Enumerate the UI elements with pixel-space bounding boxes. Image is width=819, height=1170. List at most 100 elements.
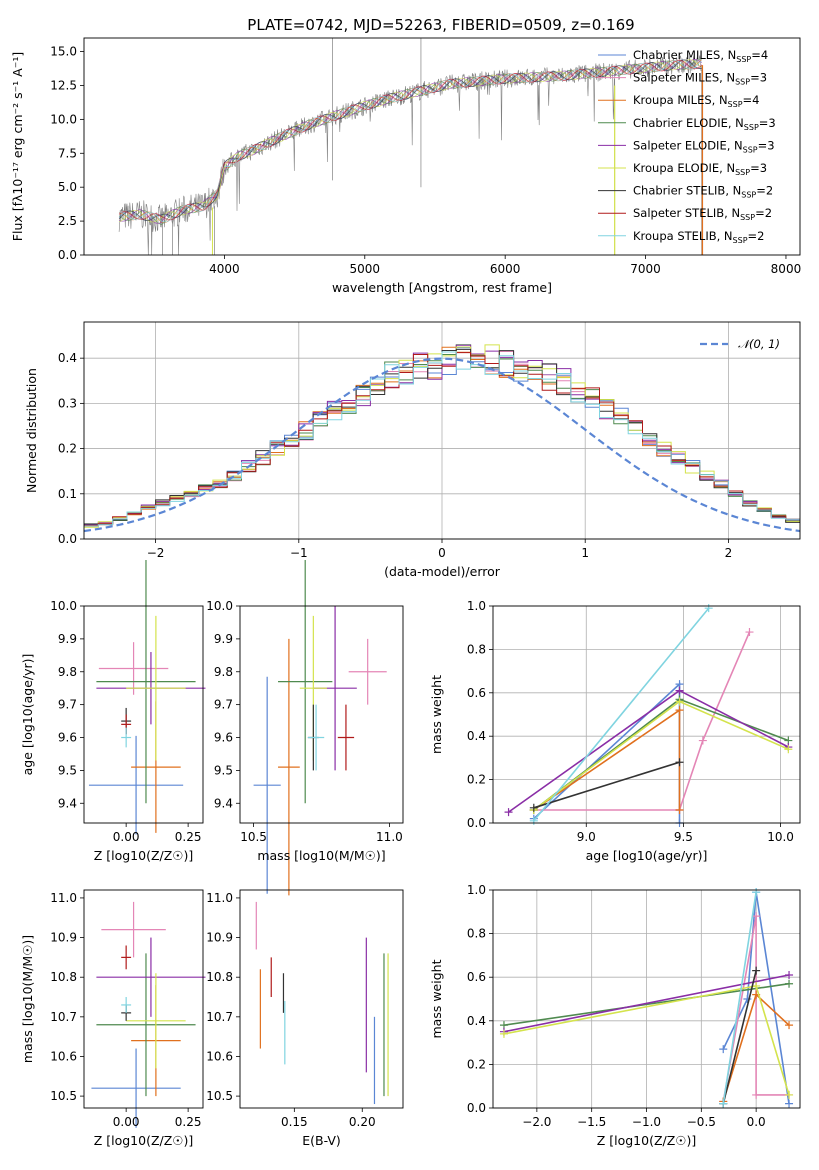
- plot-frame: [83, 889, 204, 1109]
- x-tick-label: −2.0: [522, 1115, 551, 1129]
- y-tick-label: 5.0: [58, 180, 77, 194]
- plot-frame: [83, 321, 801, 540]
- legend-label-sub: SSP: [736, 55, 751, 64]
- x-tick-label: −2: [147, 546, 165, 560]
- y-tick-label: 0.0: [467, 1101, 486, 1115]
- data-marks: [91, 901, 206, 1128]
- y-tick-label: 10.0: [206, 599, 233, 613]
- series-point-kroupa-elodie: [675, 697, 684, 706]
- panel-5: 9.0 9.5 10.0 0.0 0.2 0.4 0.6 0.8 1.0 age [log10(a…: [429, 599, 801, 863]
- series-point-chabrier-stelib: [529, 803, 538, 812]
- legend-label: Salpeter MILES, NSSP=3: [633, 71, 767, 87]
- y-tick-label: 10.8: [50, 970, 77, 984]
- data-marks: [255, 901, 389, 1105]
- model-line-kroupa-stelib: [119, 60, 702, 223]
- legend-label-sub: SSP: [741, 191, 756, 200]
- x-tick-label: −0.5: [687, 1115, 716, 1129]
- panel-7: 0.15 0.20 10.5 10.6 10.7 10.8 10.9 11.0 E(B-V): [206, 889, 404, 1148]
- legend-label: Kroupa STELIB, NSSP=2: [633, 229, 764, 245]
- legend-label-text: Kroupa ELODIE, N: [633, 161, 735, 175]
- series-point-kroupa-elodie: [785, 1090, 794, 1099]
- series-point-kroupa-miles: [675, 805, 684, 814]
- y-tick-label: 10.6: [206, 1049, 233, 1063]
- y-tick-label: 0.8: [467, 642, 486, 656]
- y-tick-label: 9.9: [58, 632, 77, 646]
- legend-label: Salpeter ELODIE, NSSP=3: [633, 138, 775, 154]
- y-tick-label: 0.4: [58, 351, 77, 365]
- legend-label-sub: SSP: [728, 100, 743, 109]
- y-tick-label: 9.5: [58, 763, 77, 777]
- x-tick-label: 5000: [350, 262, 381, 276]
- series-line-kroupa-stelib: [533, 607, 710, 822]
- plot-frame: [492, 889, 801, 1109]
- legend-label-sub: SSP: [740, 213, 755, 222]
- y-tick-label: 9.7: [58, 698, 77, 712]
- x-axis-label: E(B-V): [302, 1133, 341, 1148]
- series-point-kroupa-miles: [675, 706, 684, 715]
- data-marks: [504, 604, 793, 827]
- x-tick-label: 11.0: [376, 830, 403, 844]
- y-tick-label: 2.5: [58, 214, 77, 228]
- model-line-salpeter-stelib: [118, 59, 702, 221]
- x-axis-label: Z [log10(Z/Z☉)]: [94, 1133, 194, 1148]
- legend-label: 𝒩(0, 1): [738, 337, 780, 351]
- chart-panels: 4000 5000 6000 7000 80000.02.55.07.510.012.5…: [10, 37, 801, 1148]
- x-tick-label: 10.5: [240, 830, 267, 844]
- legend-label-suffix: =2: [748, 229, 765, 243]
- y-tick-label: 9.4: [214, 796, 233, 810]
- panel-2: −2 −1 0 1 2 0.0 0.1 0.2 0.3 0.4 (data-model)/error…: [24, 321, 801, 579]
- legend-label: Salpeter STELIB, NSSP=2: [633, 206, 772, 222]
- x-axis-label: Z [log10(Z/Z☉)]: [597, 1133, 697, 1148]
- x-tick-label: 0.25: [175, 1115, 202, 1129]
- x-tick-label: 0: [438, 546, 446, 560]
- panel-1: 4000 5000 6000 7000 8000 0.0 2.5 5.0 7.5 10.0 12.5…: [10, 37, 801, 295]
- y-tick-label: 11.0: [50, 891, 77, 905]
- series-point-salpeter-elodie: [785, 971, 794, 980]
- y-tick-label: 10.7: [50, 1010, 77, 1024]
- y-tick-label: 10.8: [206, 970, 233, 984]
- model-line-chabrier-stelib: [118, 59, 702, 222]
- series-point-chabrier-miles: [785, 1099, 794, 1108]
- series-line-kroupa-stelib: [722, 892, 757, 1104]
- legend-label-suffix: =3: [759, 116, 776, 130]
- series-line-salpeter-miles: [722, 916, 789, 1102]
- legend-label-text: Chabrier MILES, N: [633, 48, 736, 62]
- series-point-kroupa-elodie: [499, 1029, 508, 1038]
- y-tick-label: 9.4: [58, 796, 77, 810]
- legend-label: Kroupa MILES, NSSP=4: [633, 93, 759, 109]
- gaussian-curve: [83, 357, 801, 533]
- series-point-chabrier-stelib: [675, 758, 684, 767]
- x-axis-label: Z [log10(Z/Z☉)]: [94, 848, 194, 863]
- legend-label: Chabrier ELODIE, NSSP=3: [633, 116, 776, 132]
- x-tick-label: 9.0: [577, 830, 596, 844]
- legend-label-text: Chabrier ELODIE, N: [633, 116, 744, 130]
- y-tick-label: 0.2: [467, 773, 486, 787]
- y-axis-label: Normed distribution: [24, 368, 39, 493]
- x-tick-label: 0.00: [113, 830, 140, 844]
- x-tick-label: 0.00: [113, 1115, 140, 1129]
- y-tick-label: 0.6: [467, 970, 486, 984]
- legend-label-text: Salpeter STELIB, N: [633, 206, 740, 220]
- data-marks: [118, 38, 704, 256]
- hist-step-salpeter-elodie: [84, 344, 800, 526]
- series-point-salpeter-elodie: [675, 686, 684, 695]
- y-tick-label: 1.0: [467, 599, 486, 613]
- legend-label: Chabrier STELIB, NSSP=2: [633, 184, 773, 200]
- x-tick-label: 10.0: [767, 830, 794, 844]
- x-axis-label: (data-model)/error: [384, 564, 501, 579]
- y-tick-label: 15.0: [50, 45, 77, 59]
- y-tick-label: 10.0: [50, 599, 77, 613]
- y-tick-label: 9.8: [58, 665, 77, 679]
- x-tick-label: 4000: [209, 262, 240, 276]
- x-tick-label: −1.0: [632, 1115, 661, 1129]
- y-tick-label: 0.0: [58, 532, 77, 546]
- y-axis-label: mass weight: [429, 675, 444, 754]
- data-marks: [83, 344, 801, 533]
- y-tick-label: 0.2: [58, 442, 77, 456]
- series-point-kroupa-stelib: [704, 604, 713, 613]
- series-point-kroupa-stelib: [752, 888, 761, 897]
- x-axis-label: wavelength [Angstrom, rest frame]: [332, 280, 552, 295]
- y-tick-label: 1.0: [467, 883, 486, 897]
- y-tick-label: 9.7: [214, 698, 233, 712]
